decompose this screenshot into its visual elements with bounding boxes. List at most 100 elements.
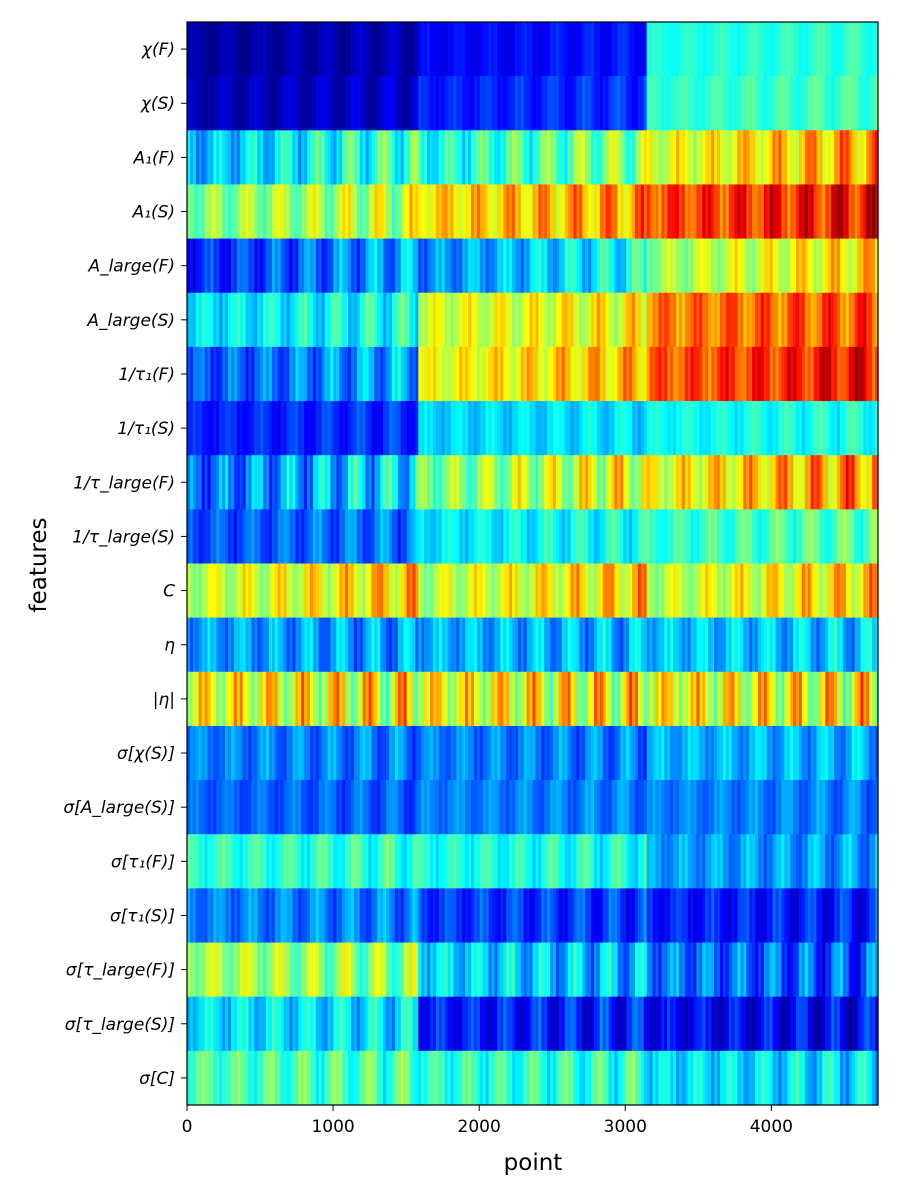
heatmap-cell (315, 401, 320, 456)
heatmap-cell (529, 617, 534, 673)
heatmap-cell (755, 346, 759, 402)
heatmap-cell (749, 184, 753, 240)
heatmap-cell (427, 76, 431, 131)
heatmap-cell (687, 238, 692, 294)
heatmap-cell (512, 401, 516, 456)
heatmap-cell (558, 996, 563, 1052)
heatmap-cell (746, 780, 750, 835)
heatmap-cell (523, 76, 528, 131)
heatmap-cell (309, 780, 314, 835)
heatmap-cell (588, 1050, 592, 1106)
heatmap-cell (842, 238, 847, 294)
heatmap-cell (655, 455, 659, 510)
y-tick-label: 1/τ_large(F) (73, 473, 175, 493)
heatmap-cell (277, 563, 282, 619)
heatmap-cell (491, 238, 496, 294)
heatmap-cell (444, 834, 449, 889)
heatmap-cell (339, 238, 343, 294)
heatmap-cell (585, 346, 589, 402)
heatmap-cell (839, 76, 844, 131)
heatmap-cell (242, 292, 247, 348)
heatmap-cell (837, 292, 841, 348)
heatmap-cell (629, 834, 633, 889)
heatmap-cell (643, 996, 648, 1052)
heatmap-cell (670, 184, 674, 240)
heatmap-cell (810, 346, 815, 402)
heatmap-cell (225, 617, 229, 673)
heatmap-cell (263, 834, 267, 889)
heatmap-cell (684, 942, 689, 998)
heatmap-cell (872, 76, 876, 131)
heatmap-cell (386, 76, 390, 131)
heatmap-cell (854, 455, 859, 510)
heatmap-cell (365, 725, 370, 781)
heatmap-cell (362, 130, 367, 186)
heatmap-cell (476, 238, 481, 294)
heatmap-cell (866, 996, 870, 1052)
heatmap-cell (538, 22, 542, 77)
heatmap-cell (236, 780, 241, 835)
heatmap-cell (740, 888, 744, 944)
heatmap-cell (825, 563, 829, 619)
heatmap-cell (271, 22, 276, 77)
heatmap-cell (693, 22, 698, 77)
heatmap-cell (371, 1050, 375, 1106)
heatmap-cell (485, 509, 490, 565)
heatmap-cell (728, 292, 733, 348)
heatmap-cell (304, 455, 308, 510)
heatmap-cell (608, 888, 613, 944)
heatmap-cell (634, 292, 639, 348)
heatmap-cell (263, 1050, 267, 1106)
heatmap-cell (403, 292, 408, 348)
heatmap-cell (485, 780, 490, 835)
heatmap-cell (289, 942, 294, 998)
heatmap-cell (673, 780, 677, 835)
heatmap-cell (620, 834, 624, 889)
heatmap-cell (670, 455, 674, 510)
heatmap-cell (582, 834, 586, 889)
heatmap-cell (602, 22, 607, 77)
heatmap-cell (620, 563, 624, 619)
heatmap-cell (664, 1050, 668, 1106)
heatmap-cell (848, 401, 853, 456)
heatmap-cell (412, 1050, 416, 1106)
heatmap-cell (327, 346, 332, 402)
heatmap-cell (839, 22, 844, 77)
heatmap-cell (863, 888, 867, 944)
heatmap-cell (251, 780, 255, 835)
heatmap-cell (362, 76, 367, 131)
heatmap-cell (254, 76, 258, 131)
heatmap-cell (804, 22, 809, 77)
heatmap-cell (230, 671, 235, 727)
heatmap-cell (684, 184, 689, 240)
heatmap-cell (673, 22, 677, 77)
heatmap-cell (822, 238, 826, 294)
heatmap-cell (476, 942, 481, 998)
heatmap-cell (547, 292, 551, 348)
heatmap-cell (620, 76, 624, 131)
heatmap-cell (757, 996, 762, 1052)
heatmap-cell (860, 22, 864, 77)
heatmap-cell (295, 455, 299, 510)
heatmap-cell (286, 671, 291, 727)
heatmap-cell (696, 130, 700, 186)
heatmap-cell (415, 780, 419, 835)
heatmap-cell (424, 671, 428, 727)
heatmap-cell (512, 22, 516, 77)
heatmap-cell (793, 780, 797, 835)
heatmap-cell (242, 401, 247, 456)
heatmap-cell (353, 455, 358, 510)
heatmap-cell (561, 238, 566, 294)
heatmap-cell (857, 130, 862, 186)
heatmap-cell (359, 617, 364, 673)
heatmap-cell (781, 834, 785, 889)
heatmap-cell (400, 834, 405, 889)
heatmap-cell (640, 76, 645, 131)
heatmap-cell (468, 76, 472, 131)
heatmap-cell (192, 130, 197, 186)
heatmap-cell (450, 238, 455, 294)
heatmap-cell (251, 888, 255, 944)
heatmap-cell (368, 455, 373, 510)
heatmap-cell (778, 780, 782, 835)
heatmap-cell (769, 401, 774, 456)
